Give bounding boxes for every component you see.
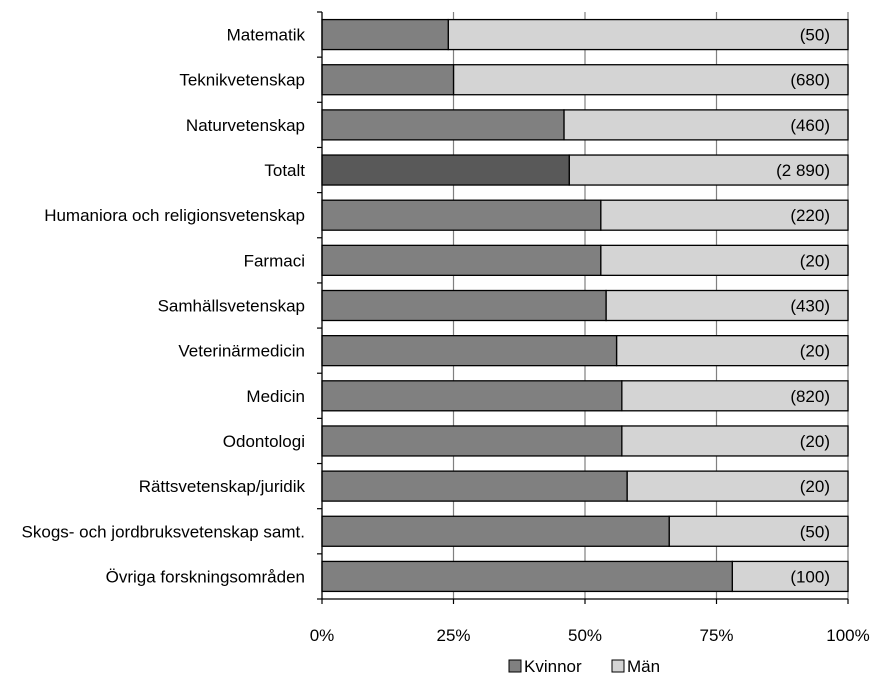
- bar-man: [452, 64, 849, 96]
- bar-man: [621, 380, 849, 412]
- data-label: (820): [790, 387, 830, 406]
- bar-man: [568, 154, 849, 186]
- data-label: (20): [800, 342, 830, 361]
- category-label: Humaniora och religionsvetenskap: [44, 206, 305, 225]
- bar-kvinnor: [321, 154, 570, 186]
- data-label: (20): [800, 432, 830, 451]
- category-label: Samhällsvetenskap: [158, 297, 305, 316]
- bar-kvinnor: [321, 289, 607, 322]
- bar-kvinnor: [321, 244, 602, 276]
- bar-kvinnor: [321, 470, 628, 502]
- category-label: Totalt: [264, 161, 305, 180]
- data-label: (680): [790, 71, 830, 90]
- legend-kvinnor-swatch: [508, 659, 522, 673]
- data-label: (2 890): [776, 161, 830, 180]
- bar-kvinnor: [321, 380, 623, 412]
- data-label: (220): [790, 206, 830, 225]
- legend-man-label: Män: [627, 657, 660, 676]
- category-label: Övriga forskningsområden: [106, 567, 305, 586]
- bar-man: [600, 199, 849, 231]
- bar-man: [563, 109, 849, 141]
- bar-kvinnor: [321, 335, 618, 367]
- bar-kvinnor: [321, 64, 455, 96]
- bar-man: [621, 425, 849, 457]
- category-label: Veterinärmedicin: [178, 342, 305, 361]
- category-label: Naturvetenskap: [186, 116, 305, 135]
- bar-kvinnor: [321, 560, 733, 593]
- data-label: (20): [800, 477, 830, 496]
- x-tick-label: 100%: [826, 626, 869, 645]
- data-label: (100): [790, 567, 830, 586]
- bar-man: [447, 18, 849, 51]
- bar-man: [626, 470, 849, 502]
- bar-kvinnor: [321, 109, 565, 141]
- data-label: (20): [800, 251, 830, 270]
- category-label: Skogs- och jordbruksvetenskap samt.: [22, 522, 305, 541]
- legend-kvinnor-label: Kvinnor: [524, 657, 582, 676]
- data-label: (460): [790, 116, 830, 135]
- x-tick-label: 75%: [699, 626, 733, 645]
- category-label: Farmaci: [244, 251, 305, 270]
- bar-kvinnor: [321, 18, 449, 51]
- x-tick-label: 0%: [310, 626, 335, 645]
- bar-kvinnor: [321, 515, 670, 547]
- category-label: Medicin: [246, 387, 305, 406]
- legend-man-swatch: [611, 659, 625, 673]
- category-label: Teknikvetenskap: [179, 71, 305, 90]
- data-label: (430): [790, 297, 830, 316]
- x-tick-label: 25%: [436, 626, 470, 645]
- bar-kvinnor: [321, 425, 623, 457]
- category-label: Matematik: [227, 26, 306, 45]
- category-label: Rättsvetenskap/juridik: [139, 477, 306, 496]
- bar-kvinnor: [321, 199, 602, 231]
- data-label: (50): [800, 522, 830, 541]
- data-label: (50): [800, 26, 830, 45]
- category-label: Odontologi: [223, 432, 305, 451]
- bar-man: [668, 515, 849, 547]
- x-tick-label: 50%: [568, 626, 602, 645]
